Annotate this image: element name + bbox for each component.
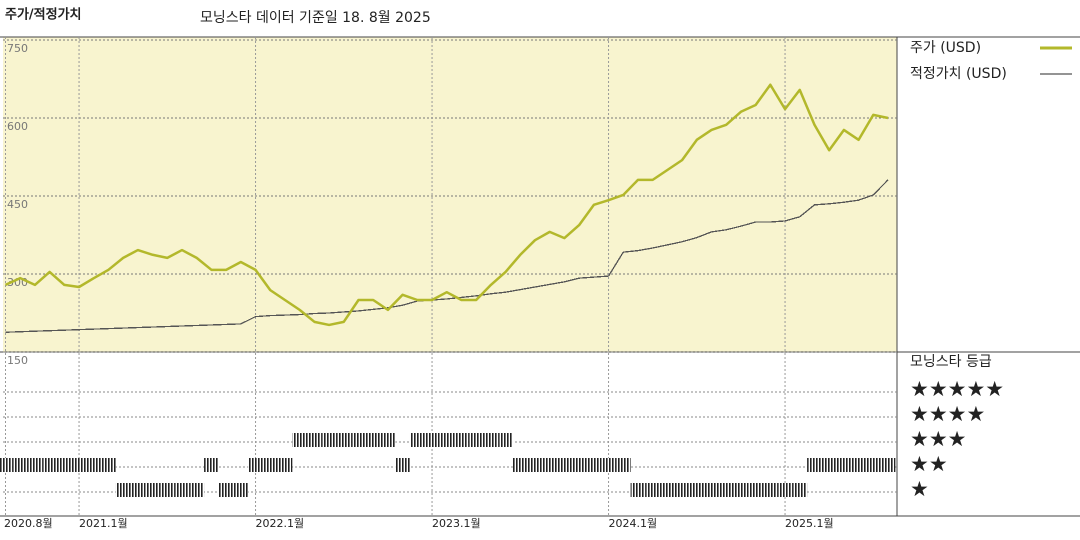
rating-bar bbox=[174, 483, 190, 497]
rating-bar bbox=[660, 483, 675, 497]
rating-bar bbox=[498, 433, 513, 447]
rating-bar bbox=[483, 433, 499, 447]
x-tick-label: 2020.8월 bbox=[4, 517, 53, 530]
x-tick-label: 2022.1월 bbox=[256, 517, 305, 530]
x-tick-label: 2023.1월 bbox=[432, 517, 481, 530]
rating-bar bbox=[586, 458, 602, 472]
rating-bar bbox=[777, 483, 793, 497]
y-tick-label: 600 bbox=[7, 120, 28, 133]
fair-value-line bbox=[5, 179, 889, 333]
y-tick-label: 150 bbox=[7, 354, 28, 367]
rating-level-label: ★ bbox=[910, 477, 929, 501]
rating-bar bbox=[248, 458, 263, 472]
rating-bar bbox=[821, 458, 837, 472]
rating-bar bbox=[115, 483, 131, 497]
rating-bar bbox=[615, 458, 631, 472]
rating-bar bbox=[748, 483, 763, 497]
rating-bar bbox=[601, 458, 616, 472]
rating-bar bbox=[718, 483, 734, 497]
rating-bar bbox=[792, 483, 808, 497]
rating-bar bbox=[674, 483, 690, 497]
rating-bar bbox=[454, 433, 469, 447]
rating-bar bbox=[56, 458, 72, 472]
rating-bar bbox=[571, 458, 587, 472]
rating-bar bbox=[807, 458, 822, 472]
rating-bar bbox=[880, 458, 896, 472]
rating-bar bbox=[307, 433, 322, 447]
rating-bar bbox=[468, 433, 484, 447]
rating-bar bbox=[836, 458, 852, 472]
rating-level-label: ★★★★ bbox=[910, 402, 985, 426]
rating-bar bbox=[321, 433, 337, 447]
rating-bar bbox=[262, 458, 278, 472]
x-tick-label: 2025.1월 bbox=[785, 517, 834, 530]
rating-title: 모닝스타 등급 bbox=[910, 354, 992, 370]
rating-bar bbox=[130, 483, 146, 497]
rating-bar bbox=[512, 458, 528, 472]
rating-bar bbox=[204, 458, 219, 472]
rating-bar bbox=[42, 458, 57, 472]
rating-bar bbox=[101, 458, 116, 472]
rating-bar bbox=[630, 483, 646, 497]
rating-bar bbox=[365, 433, 381, 447]
x-tick-label: 2024.1월 bbox=[609, 517, 658, 530]
rating-bar bbox=[86, 458, 102, 472]
rating-bar bbox=[704, 483, 719, 497]
x-tick-label: 2021.1월 bbox=[79, 517, 128, 530]
rating-bar bbox=[145, 483, 160, 497]
rating-bar bbox=[865, 458, 881, 472]
rating-bar bbox=[233, 483, 249, 497]
rating-bar bbox=[351, 433, 366, 447]
rating-bar bbox=[189, 483, 205, 497]
chart-title: 주가/적정가치 bbox=[5, 7, 82, 23]
price-line bbox=[4, 83, 889, 327]
rating-bar bbox=[439, 433, 455, 447]
rating-bar bbox=[733, 483, 749, 497]
rating-level-label: ★★★★★ bbox=[910, 377, 1004, 401]
rating-bar bbox=[689, 483, 705, 497]
rating-bar bbox=[0, 458, 13, 472]
rating-bar bbox=[424, 433, 440, 447]
rating-bar bbox=[27, 458, 43, 472]
rating-bar bbox=[527, 458, 543, 472]
rating-bar bbox=[542, 458, 558, 472]
rating-bar bbox=[395, 458, 410, 472]
rating-bar bbox=[292, 433, 308, 447]
legend-label: 적정가치 (USD) bbox=[910, 66, 1007, 82]
rating-bar bbox=[336, 433, 352, 447]
legend-label: 주가 (USD) bbox=[910, 40, 981, 56]
y-tick-label: 450 bbox=[7, 198, 28, 211]
rating-bar bbox=[557, 458, 572, 472]
rating-bar bbox=[277, 458, 293, 472]
rating-level-label: ★★★ bbox=[910, 427, 966, 451]
rating-bar bbox=[12, 458, 28, 472]
rating-level-label: ★★ bbox=[910, 452, 948, 476]
rating-bar bbox=[159, 483, 175, 497]
rating-bar bbox=[645, 483, 661, 497]
rating-bar bbox=[762, 483, 778, 497]
rating-bar bbox=[409, 433, 425, 447]
plot-background bbox=[3, 37, 897, 352]
rating-bar bbox=[218, 483, 234, 497]
y-tick-label: 750 bbox=[7, 42, 28, 55]
rating-bar bbox=[380, 433, 396, 447]
rating-bar bbox=[851, 458, 866, 472]
chart-subtitle: 모닝스타 데이터 기준일 18. 8월 2025 bbox=[200, 10, 431, 26]
rating-bar bbox=[71, 458, 87, 472]
